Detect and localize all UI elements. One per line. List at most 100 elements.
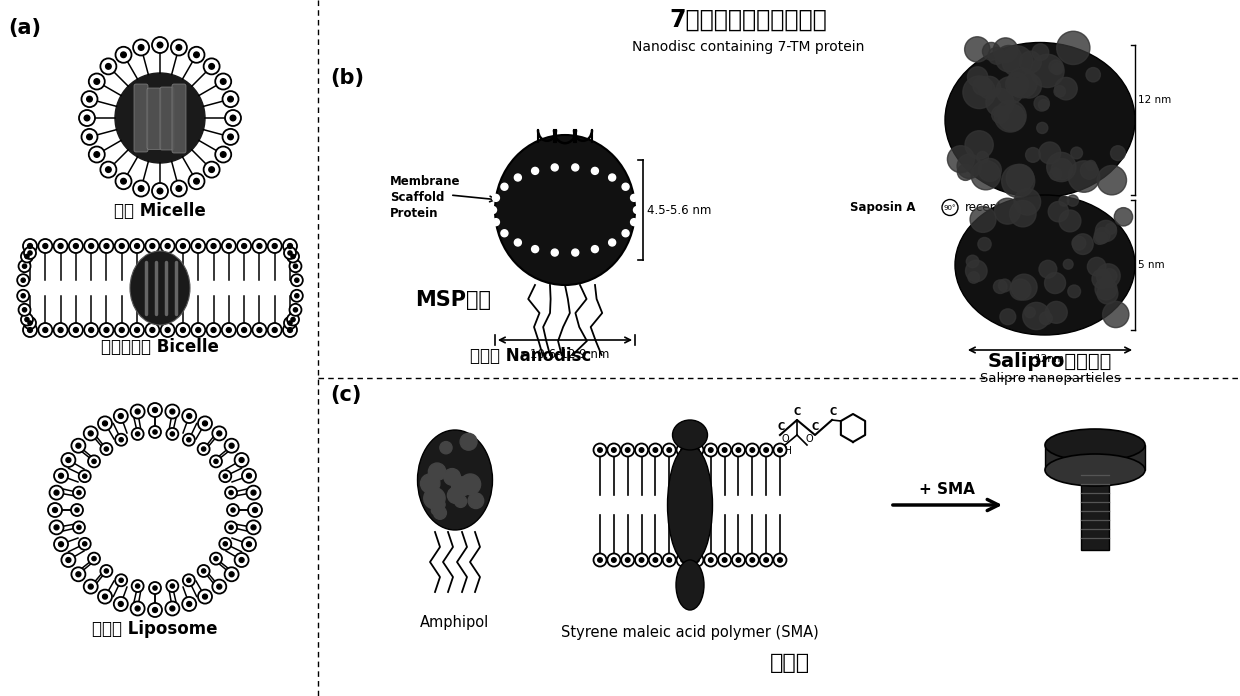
Circle shape: [667, 448, 672, 452]
Circle shape: [203, 161, 219, 177]
Circle shape: [149, 426, 161, 438]
Circle shape: [288, 328, 293, 333]
Circle shape: [1071, 236, 1086, 250]
Circle shape: [150, 244, 155, 248]
Circle shape: [284, 317, 296, 329]
Circle shape: [148, 603, 162, 617]
Circle shape: [1039, 260, 1056, 278]
Circle shape: [221, 152, 226, 157]
Circle shape: [723, 557, 727, 562]
Circle shape: [153, 408, 157, 413]
Circle shape: [1019, 51, 1042, 73]
Circle shape: [428, 463, 446, 480]
Text: 12 nm: 12 nm: [1138, 95, 1172, 105]
Circle shape: [994, 198, 1021, 224]
Circle shape: [288, 321, 293, 325]
Ellipse shape: [672, 420, 708, 450]
Circle shape: [1102, 269, 1117, 283]
Circle shape: [157, 188, 162, 193]
Circle shape: [24, 317, 36, 329]
Circle shape: [286, 251, 299, 262]
Circle shape: [115, 173, 131, 189]
Circle shape: [1059, 210, 1081, 232]
Circle shape: [88, 455, 100, 468]
Circle shape: [103, 421, 108, 426]
Circle shape: [635, 443, 649, 457]
Circle shape: [283, 239, 298, 253]
Circle shape: [84, 323, 98, 337]
Circle shape: [957, 164, 973, 180]
Circle shape: [130, 601, 145, 615]
Circle shape: [947, 145, 975, 173]
Circle shape: [1052, 159, 1073, 180]
Circle shape: [229, 443, 234, 448]
Circle shape: [1002, 164, 1034, 198]
Circle shape: [288, 251, 293, 255]
Circle shape: [58, 244, 63, 248]
Circle shape: [247, 486, 260, 500]
Circle shape: [82, 91, 98, 107]
Circle shape: [133, 40, 149, 56]
Circle shape: [17, 290, 30, 302]
Circle shape: [1032, 44, 1049, 61]
Circle shape: [1056, 31, 1090, 65]
Circle shape: [82, 129, 98, 145]
Ellipse shape: [418, 430, 492, 530]
Circle shape: [88, 584, 93, 589]
Circle shape: [1111, 145, 1125, 161]
Circle shape: [24, 247, 36, 259]
Circle shape: [1023, 302, 1050, 330]
Circle shape: [73, 244, 78, 248]
Circle shape: [253, 507, 258, 512]
Circle shape: [490, 207, 496, 214]
Circle shape: [191, 239, 206, 253]
Circle shape: [224, 110, 241, 126]
Text: MSP蛋白: MSP蛋白: [415, 290, 491, 310]
Circle shape: [1059, 196, 1069, 206]
Circle shape: [153, 183, 167, 199]
Circle shape: [58, 328, 63, 333]
Circle shape: [691, 443, 703, 457]
Circle shape: [223, 541, 227, 546]
Circle shape: [1049, 60, 1063, 74]
Circle shape: [50, 521, 63, 535]
Circle shape: [622, 183, 629, 190]
Text: 受体: 受体: [1040, 193, 1064, 212]
Circle shape: [501, 183, 508, 190]
Circle shape: [115, 574, 128, 586]
Circle shape: [237, 239, 252, 253]
Circle shape: [94, 152, 99, 157]
Circle shape: [242, 328, 247, 333]
Circle shape: [1095, 278, 1117, 300]
Circle shape: [202, 569, 206, 573]
Circle shape: [247, 541, 252, 546]
Text: 7次跨膜蛋白在纳米磟中: 7次跨膜蛋白在纳米磟中: [670, 8, 827, 32]
Circle shape: [718, 553, 732, 567]
Circle shape: [69, 323, 83, 337]
Circle shape: [92, 459, 97, 464]
Circle shape: [594, 443, 606, 457]
Circle shape: [777, 448, 782, 452]
Circle shape: [621, 443, 634, 457]
Circle shape: [72, 438, 86, 452]
Circle shape: [78, 470, 91, 482]
Circle shape: [149, 582, 161, 594]
Circle shape: [210, 553, 222, 564]
Circle shape: [55, 490, 60, 495]
Circle shape: [750, 448, 755, 452]
Circle shape: [197, 565, 210, 577]
Circle shape: [640, 448, 644, 452]
Circle shape: [625, 557, 630, 562]
Circle shape: [139, 186, 144, 191]
Circle shape: [732, 443, 745, 457]
Circle shape: [424, 488, 445, 509]
Ellipse shape: [955, 195, 1135, 335]
Circle shape: [24, 323, 37, 337]
Circle shape: [182, 574, 195, 586]
Circle shape: [1017, 74, 1042, 98]
Circle shape: [228, 134, 233, 140]
Text: Saposin A: Saposin A: [849, 201, 915, 214]
Circle shape: [94, 79, 99, 84]
Circle shape: [611, 557, 616, 562]
Circle shape: [295, 278, 299, 283]
